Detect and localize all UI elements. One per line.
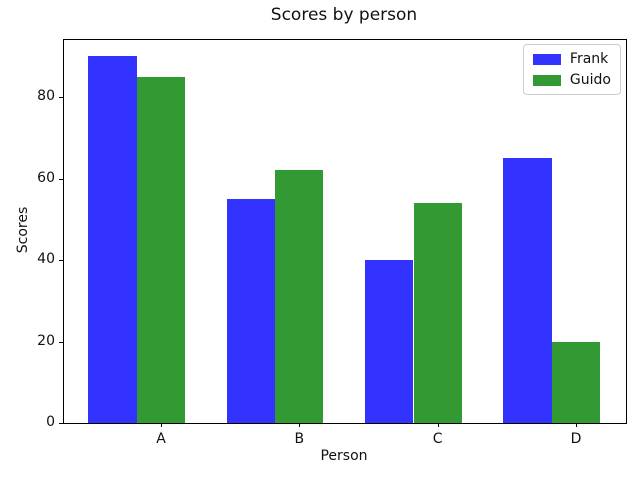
bar-guido-A (136, 76, 186, 423)
bars-layer (64, 40, 626, 423)
bar-frank-B (226, 198, 276, 423)
bar-guido-C (413, 203, 462, 423)
x-tick-label: A (156, 431, 166, 447)
y-tick (59, 423, 63, 424)
y-tick-label: 40 (37, 251, 55, 267)
plot-area: A B C D 0 20 40 60 80 Frank Guido (37, 39, 627, 447)
legend-item-guido: Guido (532, 72, 611, 88)
legend-label-frank: Frank (569, 51, 609, 67)
y-tick (59, 260, 63, 261)
legend-swatch-guido (532, 74, 561, 86)
bar-guido-D (551, 341, 601, 423)
chart-title: Scores by person (270, 5, 418, 25)
y-axis-label: Scores (15, 206, 31, 254)
legend-label-guido: Guido (569, 72, 611, 88)
bar-frank-D (503, 158, 552, 423)
y-tick-label: 0 (46, 414, 55, 430)
x-tick (576, 423, 577, 427)
x-axis-label: Person (320, 448, 368, 464)
bar-guido-B (275, 170, 324, 423)
legend: Frank Guido (522, 44, 621, 95)
x-tick (299, 423, 301, 427)
y-tick-label: 60 (37, 169, 55, 186)
x-tick-label: D (570, 431, 582, 447)
y-tick (59, 97, 63, 98)
x-tick-label: C (432, 431, 443, 447)
y-tick (59, 341, 63, 343)
x-tick-label: B (294, 431, 305, 447)
legend-item-frank: Frank (532, 51, 611, 67)
bar-frank-A (88, 56, 137, 423)
y-tick-label: 20 (37, 332, 55, 349)
y-tick (59, 178, 63, 180)
bar-frank-C (365, 260, 414, 423)
y-tick-label: 80 (37, 88, 55, 104)
x-tick (437, 423, 439, 427)
x-tick (161, 423, 162, 427)
legend-swatch-frank (532, 53, 561, 65)
